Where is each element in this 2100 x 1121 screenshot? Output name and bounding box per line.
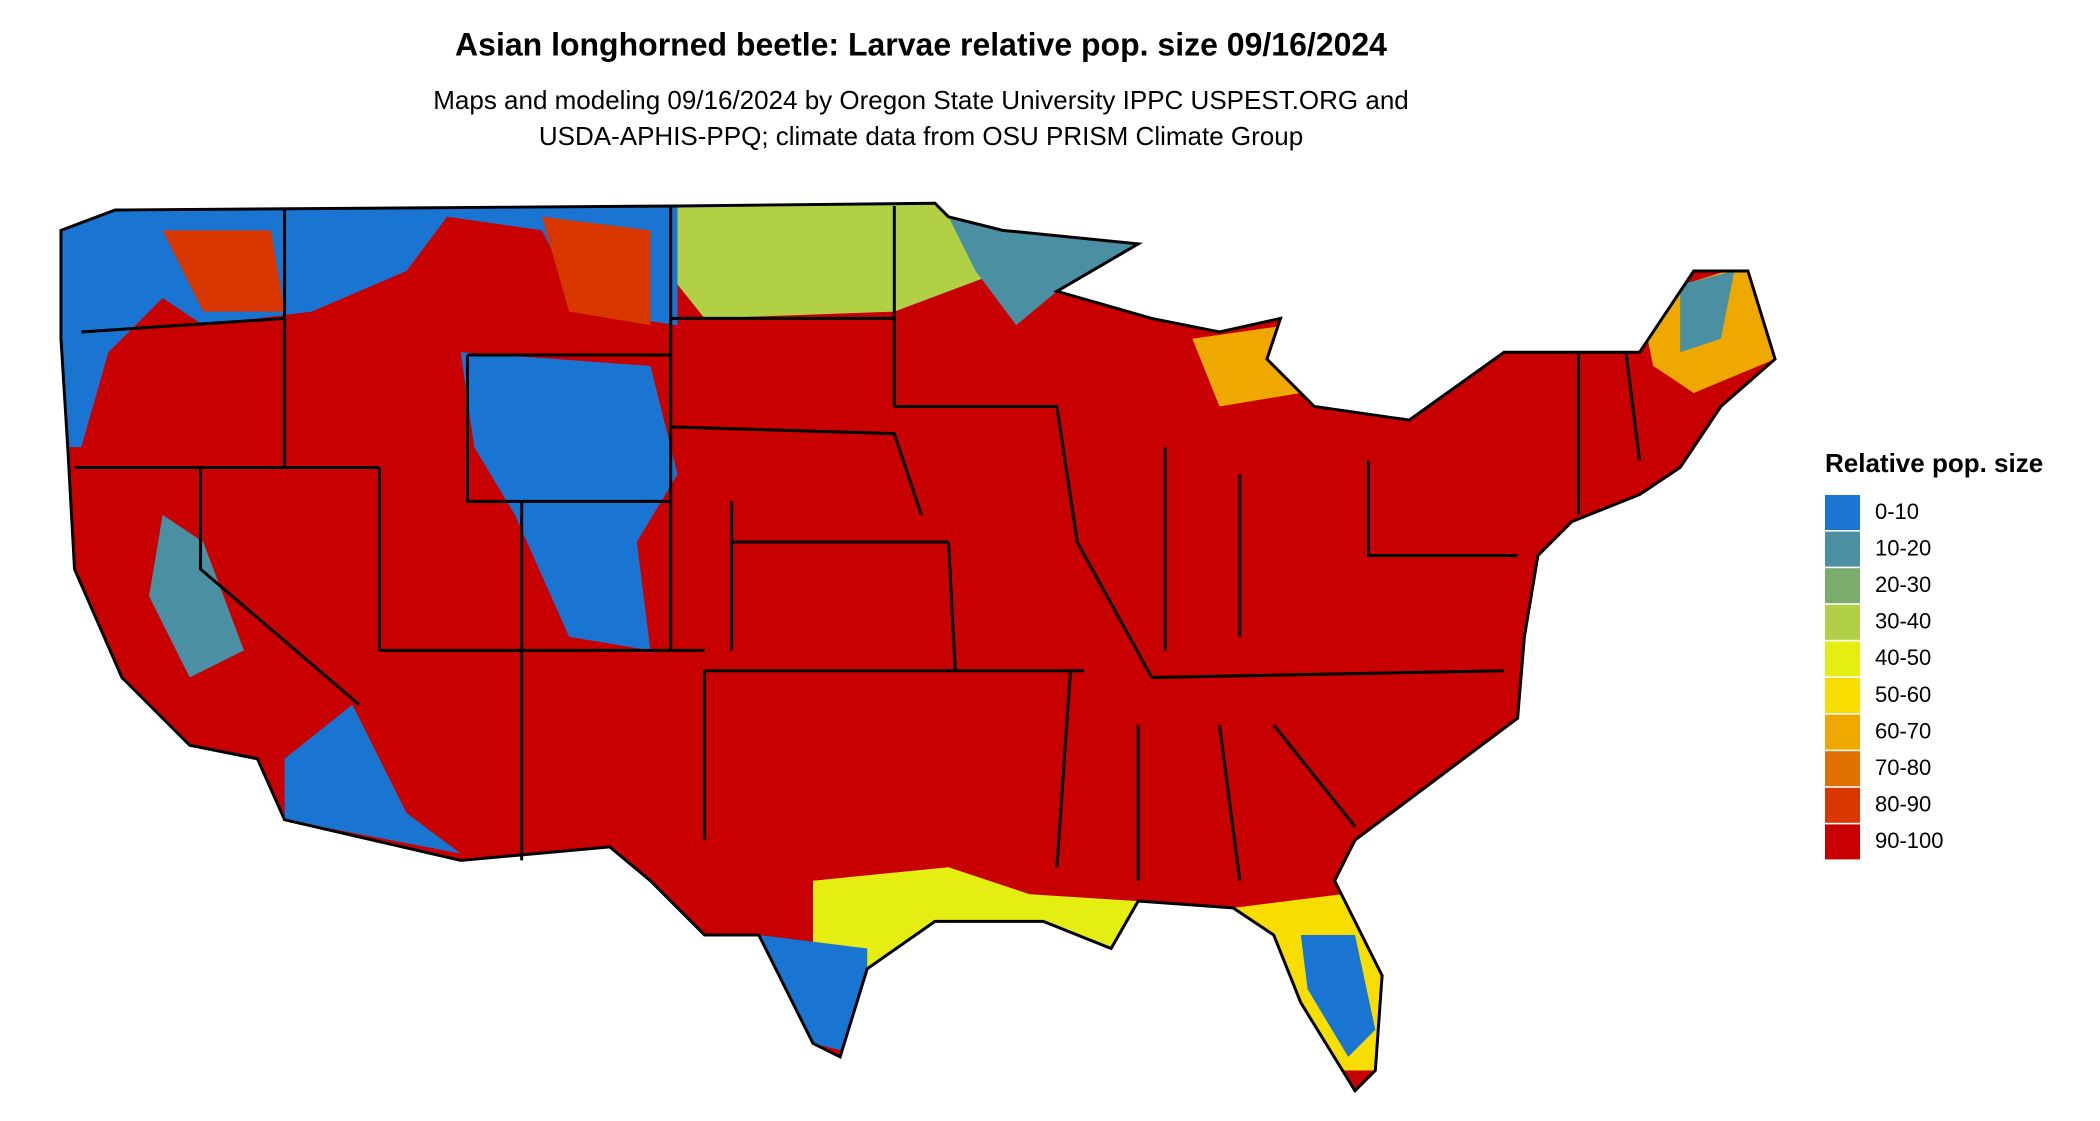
region (813, 867, 1139, 969)
region (1680, 271, 1735, 353)
legend-label: 40-50 (1875, 645, 1931, 670)
region (948, 216, 1139, 326)
legend-swatch (1825, 568, 1860, 604)
region (149, 514, 244, 678)
legend-swatch (1825, 531, 1860, 567)
legend-label: 90-100 (1875, 828, 1944, 853)
region (542, 216, 651, 326)
legend-label: 0-10 (1875, 499, 1919, 524)
legend-swatch (1825, 641, 1860, 677)
state-borders (74, 205, 1642, 881)
legend: 0-10 10-20 20-30 30-40 40-50 50-60 60-70 70-80 8… (1825, 495, 1944, 860)
legend-label: 30-40 (1875, 609, 1931, 634)
legend-swatch (1825, 714, 1860, 750)
legend-swatch (1825, 604, 1860, 640)
region (284, 704, 461, 854)
legend-label: 60-70 (1875, 718, 1931, 743)
title: Asian longhorned beetle: Larvae relative… (455, 26, 1387, 62)
legend-swatch (1825, 495, 1860, 530)
legend-swatch (1825, 678, 1860, 713)
legend-swatch (1825, 824, 1860, 860)
legend-label: 50-60 (1875, 682, 1931, 707)
region (1300, 934, 1376, 1057)
region (758, 934, 868, 1057)
region (162, 230, 285, 312)
map (59, 201, 1777, 1093)
legend-swatch (1825, 787, 1860, 823)
legend-label: 10-20 (1875, 535, 1931, 560)
region (677, 203, 1003, 319)
subtitle: Maps and modeling 09/16/2024 by Oregon S… (433, 85, 1409, 115)
legend-label: 80-90 (1875, 792, 1931, 817)
legend-label: 20-30 (1875, 572, 1931, 597)
legend-label: 70-80 (1875, 755, 1931, 780)
subtitle: USDA-APHIS-PPQ; climate data from OSU PR… (539, 121, 1303, 151)
legend-title: Relative pop. size (1825, 448, 2043, 478)
legend-swatch (1825, 751, 1860, 787)
